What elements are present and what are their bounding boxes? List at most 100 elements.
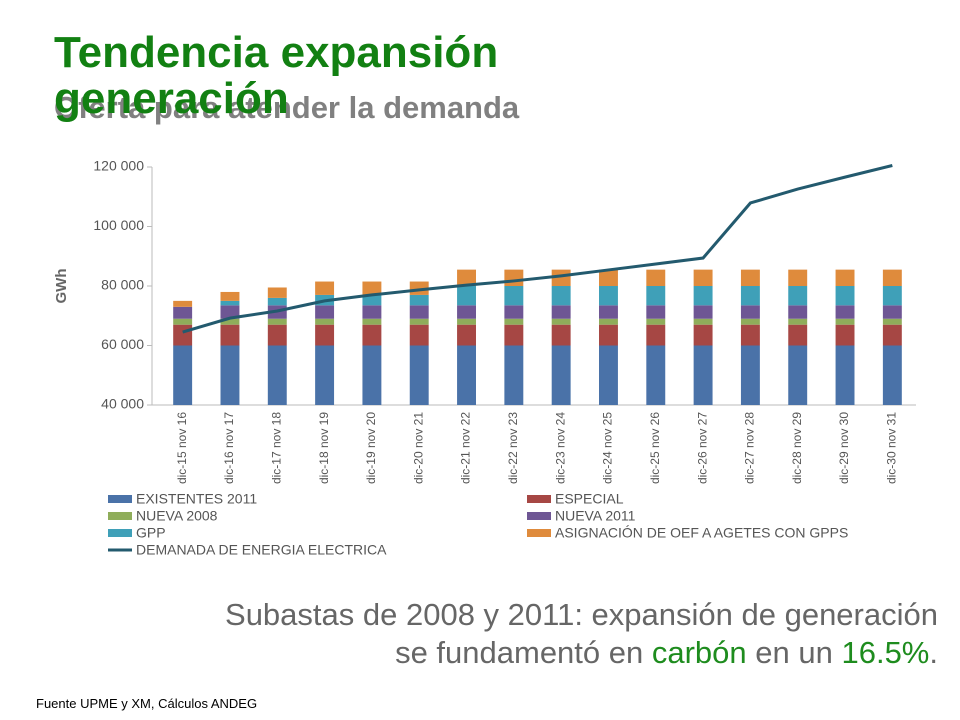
- y-tick-label: 60 000: [101, 336, 144, 352]
- bar-segment: [693, 286, 713, 306]
- bar-segment: [315, 324, 335, 346]
- bar-segment: [457, 318, 476, 325]
- bar-segment: [551, 305, 571, 319]
- bar-segment: [740, 305, 760, 319]
- bar-segment: [173, 318, 193, 325]
- bar-segment: [788, 324, 808, 346]
- bar-segment: [646, 318, 666, 325]
- legend-swatch: [527, 495, 551, 503]
- bar-segment: [173, 306, 193, 319]
- bar-segment: [599, 286, 618, 306]
- bar-segment: [551, 269, 571, 286]
- bar-segment: [173, 345, 193, 405]
- y-tick-label: 100 000: [93, 217, 144, 233]
- text: se fundamentó en: [395, 635, 652, 670]
- x-tick-label: dic-22 nov 23: [506, 412, 520, 484]
- bar-segment: [504, 324, 524, 346]
- bar-segment: [551, 318, 571, 325]
- legend-swatch: [108, 512, 132, 520]
- bar-segment: [220, 305, 240, 319]
- x-tick-label: dic-27 nov 28: [743, 412, 757, 484]
- summary: Subastas de 2008 y 2011: expansión de ge…: [225, 596, 938, 672]
- bar-segment: [882, 286, 902, 306]
- bar-segment: [835, 318, 855, 325]
- bar-segment: [173, 324, 193, 346]
- bar-segment: [362, 345, 382, 405]
- bar-segment: [740, 324, 760, 346]
- x-tick-label: dic-17 nov 18: [269, 412, 283, 484]
- bar-segment: [599, 324, 618, 346]
- bar-segment: [693, 324, 713, 346]
- bar-segment: [882, 324, 902, 346]
- x-tick-label: dic-21 nov 22: [459, 412, 473, 484]
- legend-label: ESPECIAL: [555, 491, 624, 507]
- bar-segment: [409, 324, 429, 346]
- legend-swatch: [527, 529, 551, 537]
- bar-segment: [646, 269, 666, 286]
- bar-segment: [882, 345, 902, 405]
- bar-segment: [457, 345, 476, 405]
- bar-segment: [267, 318, 287, 325]
- x-tick-label: dic-23 nov 24: [553, 412, 567, 484]
- bar-segment: [504, 345, 524, 405]
- bar-segment: [646, 345, 666, 405]
- highlight: carbón: [651, 635, 747, 670]
- x-tick-label: dic-18 nov 19: [317, 412, 331, 484]
- subtitle: Oferta para atender la demanda: [54, 90, 520, 125]
- bar-segment: [646, 286, 666, 306]
- bar-segment: [693, 318, 713, 325]
- x-tick-label: dic-26 nov 27: [695, 412, 709, 484]
- summary-line: Subastas de 2008 y 2011: expansión de ge…: [225, 597, 938, 632]
- bar-segment: [599, 345, 618, 405]
- legend-swatch: [108, 529, 132, 537]
- bar-segment: [551, 324, 571, 346]
- bar-segment: [315, 281, 335, 295]
- bar-segment: [835, 269, 855, 286]
- bar-segment: [362, 294, 382, 306]
- legend-label: DEMANADA DE ENERGIA ELECTRICA: [136, 542, 387, 558]
- bar-segment: [788, 269, 808, 286]
- highlight: 16.5%: [841, 635, 930, 670]
- y-tick-label: 40 000: [101, 396, 144, 412]
- bar-segment: [646, 324, 666, 346]
- bar-segment: [882, 269, 902, 286]
- bar-segment: [220, 324, 240, 346]
- legend-swatch: [108, 495, 132, 503]
- x-tick-label: dic-20 nov 21: [411, 412, 425, 484]
- bar-segment: [882, 305, 902, 319]
- bar-segment: [220, 345, 240, 405]
- x-tick-label: dic-29 nov 30: [837, 412, 851, 484]
- bar-segment: [788, 305, 808, 319]
- bar-segment: [409, 305, 429, 319]
- bar-segment: [457, 286, 476, 306]
- title: Tendencia expansión generación: [54, 28, 499, 123]
- bar-segment: [504, 318, 524, 325]
- bar-segment: [220, 300, 240, 306]
- bar-segment: [362, 318, 382, 325]
- x-tick-label: dic-28 nov 29: [790, 412, 804, 484]
- bar-segment: [267, 324, 287, 346]
- bar-segment: [267, 345, 287, 405]
- legend-label: EXISTENTES 2011: [136, 491, 257, 507]
- bar-segment: [551, 345, 571, 405]
- x-tick-label: dic-19 nov 20: [364, 412, 378, 484]
- bar-segment: [693, 269, 713, 286]
- bar-segment: [599, 318, 618, 325]
- bar-segment: [740, 286, 760, 306]
- bar-segment: [835, 345, 855, 405]
- bar-segment: [740, 269, 760, 286]
- bar-segment: [504, 305, 524, 319]
- bar-segment: [740, 345, 760, 405]
- bar-segment: [409, 318, 429, 325]
- legend-label: NUEVA 2011: [555, 508, 636, 524]
- legend-swatch: [527, 512, 551, 520]
- bar-segment: [362, 324, 382, 346]
- bar-segment: [457, 324, 476, 346]
- bar-segment: [693, 305, 713, 319]
- bar-segment: [882, 318, 902, 325]
- y-tick-label: 80 000: [101, 277, 144, 293]
- legend-label: ASIGNACIÓN DE OEF A AGETES CON GPPS: [555, 525, 848, 541]
- bar-segment: [409, 294, 429, 306]
